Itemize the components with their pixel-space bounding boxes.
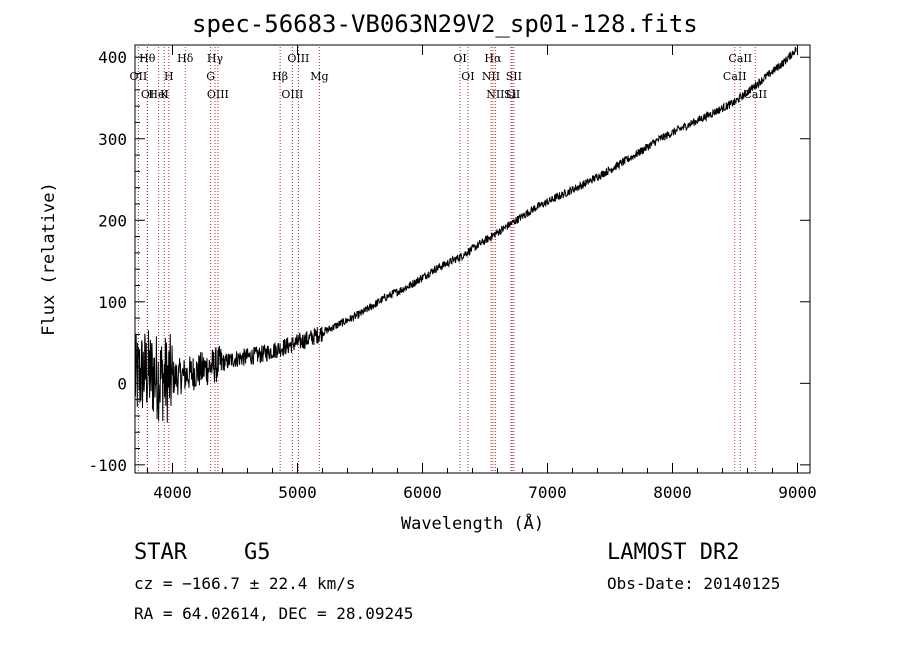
spectral-line-label: CaII [723,70,747,83]
obs-date: Obs-Date: 20140125 [607,574,781,593]
spectral-line-label: OIII [207,88,229,101]
spectral-line-label: NII [482,70,500,83]
spectral-line-label: SII [506,70,522,83]
spectral-line-label: OIII [281,88,303,101]
spectral-line-label: G [206,70,215,83]
spectral-line-label: OI [141,88,154,101]
spectral-line-label: HeI [148,88,168,101]
spectral-line-label: CaII [728,52,752,65]
coordinates: RA = 64.02614, DEC = 28.09245 [134,604,414,623]
x-tick-label: 8000 [653,483,692,502]
x-tick-label: 6000 [403,483,442,502]
spectral-line-label: Mg [310,70,328,83]
spectral-line-label: K [160,88,169,101]
y-tick-label: 300 [98,130,127,149]
redshift-velocity: cz = −166.7 ± 22.4 km/s [134,574,356,593]
spectral-line-label: Hδ [177,52,194,65]
chart-title: spec-56683-VB063N29V2_sp01-128.fits [192,10,698,38]
object-class: STAR [134,540,187,565]
spectral-line-label: OII [130,70,148,83]
y-tick-label: 100 [98,293,127,312]
x-tick-label: 9000 [778,483,817,502]
spectral-line-label: OIII [287,52,309,65]
y-tick-label: -100 [88,456,127,475]
x-tick-label: 5000 [278,483,317,502]
spectral-line-label: Hβ [272,70,288,83]
spectral-line-label: OI [453,52,466,65]
survey-name: LAMOST DR2 [607,540,740,565]
spectrum-series [134,46,797,423]
spectral-line-label: Hγ [207,52,224,65]
subclass: G5 [244,540,271,565]
y-axis-label: Flux (relative) [39,182,59,336]
spectral-line-label: NII [486,88,504,101]
x-tick-label: 4000 [153,483,192,502]
spectral-line-label: Li [506,88,517,101]
spectral-line-label: Hθ [139,52,156,65]
plot-frame [134,44,811,474]
spectral-line-label: Hα [484,52,502,65]
spectral-line-label: OI [461,70,474,83]
spectral-line-label: H [164,70,174,83]
y-tick-label: 400 [98,48,127,67]
y-tick-label: 0 [117,374,127,393]
spectral-line-label: SII [504,88,520,101]
x-axis-label: Wavelength (Å) [401,512,544,534]
x-tick-label: 7000 [528,483,567,502]
y-tick-label: 200 [98,211,127,230]
